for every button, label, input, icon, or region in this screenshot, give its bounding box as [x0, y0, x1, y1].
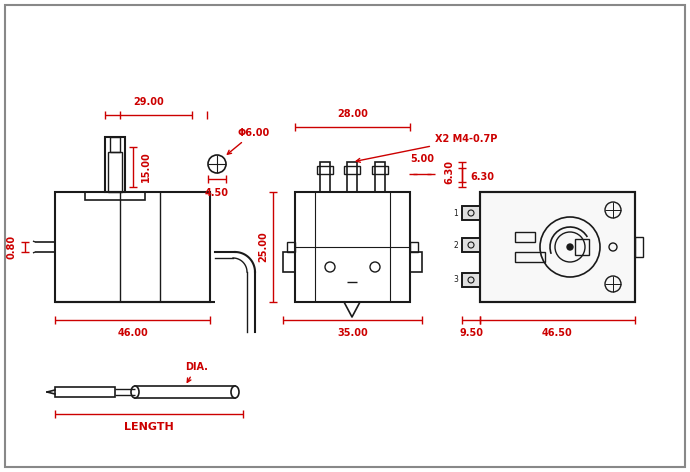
Text: 25.00: 25.00	[258, 232, 268, 262]
Bar	[317, 166, 333, 174]
Circle shape	[567, 244, 573, 250]
Text: 29.00: 29.00	[133, 97, 164, 107]
Text: LENGTH: LENGTH	[124, 422, 174, 432]
Bar	[85, 192, 145, 200]
Bar	[575, 239, 589, 255]
Bar	[347, 162, 357, 192]
Text: 6.30: 6.30	[444, 160, 454, 184]
Text: 2: 2	[453, 241, 458, 250]
Bar	[462, 206, 480, 220]
Text: 5.00: 5.00	[410, 154, 434, 164]
Ellipse shape	[231, 386, 239, 398]
Text: 46.50: 46.50	[542, 328, 573, 338]
Bar	[515, 252, 545, 262]
Text: 1: 1	[453, 209, 458, 218]
Bar	[287, 242, 295, 252]
Text: 6.30: 6.30	[470, 172, 494, 182]
Bar	[295, 192, 410, 302]
Text: 15.00: 15.00	[141, 152, 151, 182]
Bar	[344, 166, 360, 174]
Bar	[462, 238, 480, 252]
Text: 28.00: 28.00	[337, 109, 368, 119]
Bar	[515, 232, 535, 242]
Bar	[372, 166, 388, 174]
Ellipse shape	[131, 386, 139, 398]
Bar	[110, 137, 120, 152]
Bar	[410, 242, 418, 252]
Bar	[462, 273, 480, 287]
Bar	[635, 237, 643, 257]
Bar	[320, 162, 330, 192]
Text: 9.50: 9.50	[459, 328, 483, 338]
Text: 35.00: 35.00	[337, 328, 368, 338]
Text: 0.80: 0.80	[7, 235, 17, 259]
Text: X2 M4-0.7P: X2 M4-0.7P	[356, 134, 497, 162]
Bar	[480, 192, 635, 302]
Bar	[55, 192, 210, 302]
Text: 4.50: 4.50	[205, 188, 229, 198]
Text: 3: 3	[453, 276, 458, 285]
Bar	[462, 273, 480, 287]
Text: 46.00: 46.00	[117, 328, 148, 338]
Bar	[375, 162, 385, 192]
Bar	[283, 252, 295, 272]
Bar	[462, 238, 480, 252]
Bar	[105, 137, 125, 192]
Text: DIA.: DIA.	[185, 362, 208, 382]
Bar	[462, 206, 480, 220]
Bar	[410, 252, 422, 272]
Bar	[480, 192, 635, 302]
Bar	[108, 152, 122, 192]
Bar	[55, 387, 115, 397]
Text: Φ6.00: Φ6.00	[227, 128, 269, 154]
Bar	[135, 386, 235, 398]
